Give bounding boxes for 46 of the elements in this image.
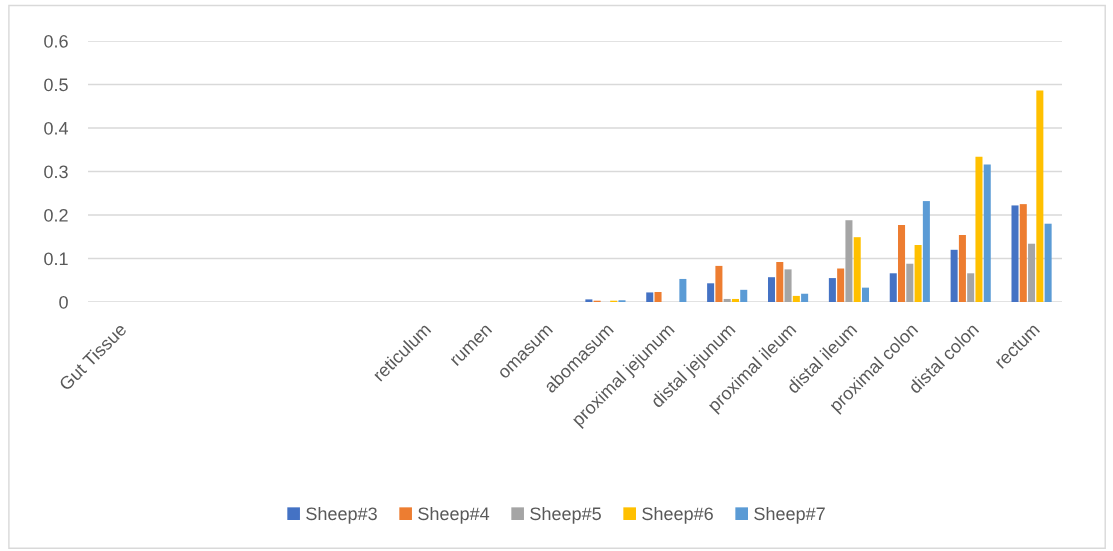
y-tick-label: 0.3 xyxy=(44,165,68,179)
bar xyxy=(958,235,966,302)
legend-label: Sheep#3 xyxy=(306,506,377,524)
bar xyxy=(740,289,748,302)
bar xyxy=(801,293,809,302)
bar xyxy=(715,265,723,302)
bar xyxy=(1028,243,1036,302)
bar xyxy=(707,283,715,302)
bar xyxy=(950,249,958,302)
bar xyxy=(767,277,776,302)
bar xyxy=(1044,223,1052,302)
bar xyxy=(784,269,792,302)
bar xyxy=(967,273,975,302)
bar xyxy=(983,164,991,302)
bar xyxy=(922,201,930,302)
y-tick-label: 0.5 xyxy=(44,78,68,92)
bar xyxy=(828,278,836,302)
bar xyxy=(792,295,800,302)
bar xyxy=(853,237,861,302)
y-tick-label: 0.2 xyxy=(44,208,68,222)
bar xyxy=(776,261,784,302)
bar xyxy=(646,292,654,302)
bar xyxy=(914,245,922,302)
bar xyxy=(1036,90,1044,302)
y-tick-label: 0.6 xyxy=(44,34,68,48)
bar xyxy=(1011,205,1019,302)
bar xyxy=(898,225,906,302)
legend-label: Sheep#5 xyxy=(530,506,601,524)
bar xyxy=(837,268,845,302)
legend-label: Sheep#7 xyxy=(754,506,825,524)
y-tick-label: 0.4 xyxy=(44,121,69,135)
bar xyxy=(723,298,731,302)
bar xyxy=(845,220,853,302)
bar xyxy=(1019,204,1027,302)
bar xyxy=(731,298,739,302)
bar xyxy=(906,263,914,302)
bar xyxy=(654,291,662,302)
bar xyxy=(889,273,897,302)
legend-label: Sheep#6 xyxy=(642,506,713,524)
y-tick-label: 0.1 xyxy=(44,252,68,266)
bar xyxy=(679,278,687,302)
bar xyxy=(861,287,870,302)
legend-label: Sheep#4 xyxy=(418,506,490,524)
bar xyxy=(585,299,593,302)
y-tick-label: 0 xyxy=(59,295,68,309)
bar xyxy=(975,156,983,302)
